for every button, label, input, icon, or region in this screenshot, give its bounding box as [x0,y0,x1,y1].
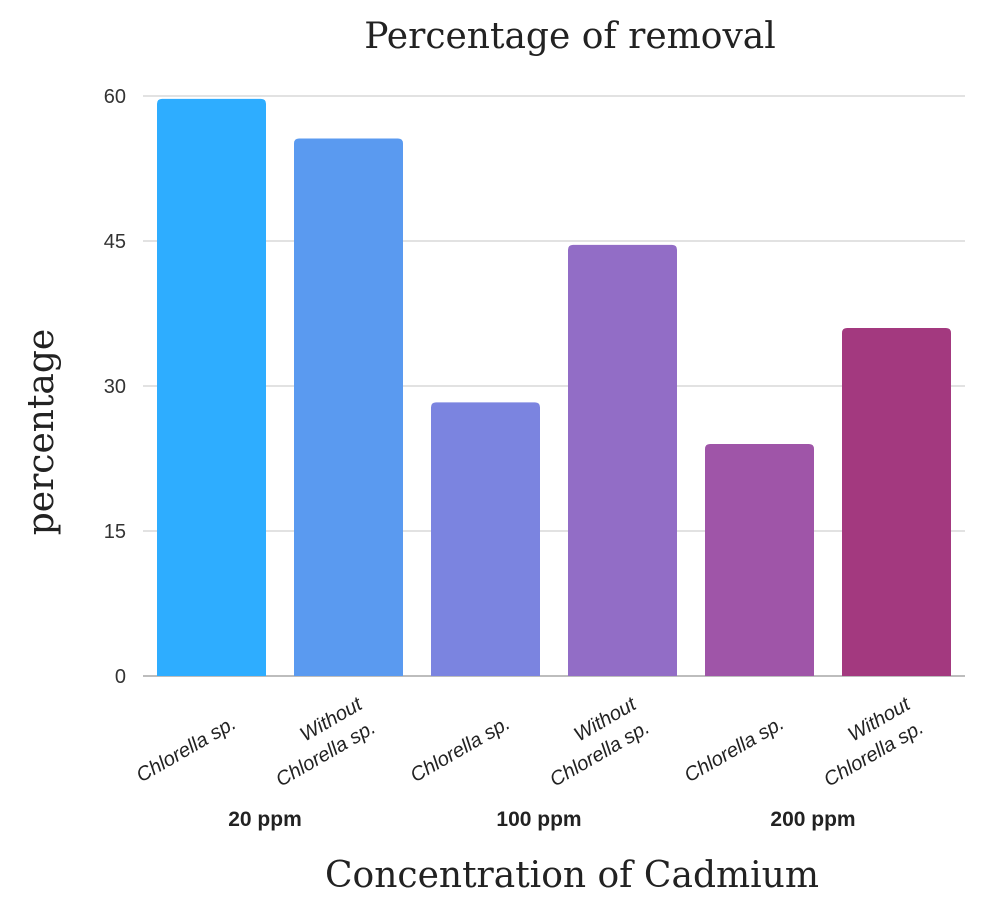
y-tick-labels: 0 15 30 45 60 [104,86,126,688]
category-label: Chlorella sp. [681,712,788,787]
bar [842,328,951,676]
group-label: 100 ppm [496,808,581,831]
bar [294,138,403,677]
category-label-line: Chlorella sp. [133,712,240,787]
y-axis-title: percentage [21,329,62,536]
chart-title: Percentage of removal [364,16,776,57]
y-tick-label: 60 [104,86,126,108]
category-label: Chlorella sp. [407,712,514,787]
category-label: Chlorella sp. [133,712,240,787]
bar [431,402,540,676]
group-label: 20 ppm [228,808,302,831]
y-tick-label: 45 [104,231,126,253]
bars [157,98,951,677]
bar [157,98,266,676]
x-axis-title: Concentration of Cadmium [325,855,819,896]
group-labels: 20 ppm 100 ppm 200 ppm [228,808,855,831]
group-label: 200 ppm [770,808,855,831]
y-tick-label: 30 [104,376,126,398]
bar [568,244,677,676]
bar [705,444,814,676]
y-tick-label: 15 [104,521,126,543]
category-label-line: Chlorella sp. [407,712,514,787]
y-tick-label: 0 [115,666,126,688]
gridlines [143,95,965,677]
category-label-line: Chlorella sp. [681,712,788,787]
